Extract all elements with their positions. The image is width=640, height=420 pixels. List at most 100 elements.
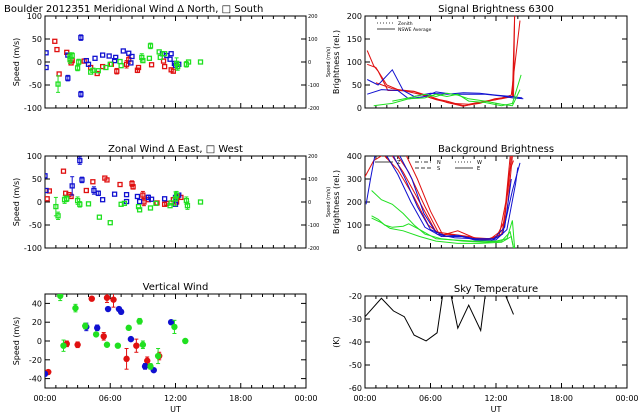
series-red-3 (397, 156, 512, 240)
data-point (92, 331, 100, 338)
data-point (76, 59, 82, 65)
data-point (120, 48, 126, 54)
data-point (64, 196, 70, 202)
data-point (182, 337, 189, 345)
data-point (118, 63, 124, 69)
y-tick-label: 300 (347, 175, 362, 184)
series-green-2 (392, 89, 521, 107)
y-tick-label: 150 (347, 35, 362, 44)
y-tick-label: -40 (29, 375, 42, 384)
data-point (110, 296, 117, 303)
y2-tick-label: 0 (308, 200, 311, 206)
series-line (365, 296, 514, 342)
data-point (95, 190, 101, 196)
data-point (53, 203, 59, 210)
data-point (90, 179, 96, 185)
data-point (148, 196, 155, 202)
series-blue-1 (365, 156, 376, 205)
data-point (100, 333, 107, 340)
data-point (161, 51, 168, 57)
series-blue-4 (399, 156, 512, 240)
data-point (171, 323, 178, 331)
data-point (140, 192, 146, 198)
y-axis-label: Speed (m/s) (12, 178, 21, 227)
y-tick-label: -60 (349, 384, 362, 393)
series-blue-2 (367, 89, 524, 100)
panel-background: Background Brightness 400 300 200 100 0 Bright… (332, 144, 628, 253)
plot-area (365, 156, 521, 248)
data-point (147, 205, 154, 211)
data-point (55, 81, 61, 87)
data-point (114, 342, 122, 349)
data-point (90, 67, 96, 73)
data-point (168, 51, 174, 57)
data-point (184, 203, 191, 209)
series-line (397, 156, 512, 240)
x-tick-label: 00:00 (294, 394, 317, 403)
data-point (45, 187, 49, 194)
data-point (147, 363, 154, 370)
data-point (133, 342, 140, 349)
series-line (373, 74, 522, 107)
y-axis-label: Speed (m/s) (12, 317, 21, 366)
y-tick-label: -30 (349, 315, 362, 324)
y-tick-label: -20 (349, 292, 362, 301)
plot-area (45, 156, 204, 226)
series-blue-3 (392, 156, 519, 241)
data-point (134, 193, 141, 200)
data-point (173, 192, 180, 198)
y2-tick-label: -100 (308, 83, 319, 89)
chart-title: Zonal Wind Δ East, □ West (108, 144, 243, 155)
plot-area (365, 296, 514, 342)
y-tick-label: 50 (352, 81, 362, 90)
y-tick-label: 200 (347, 198, 362, 207)
series-line (365, 156, 376, 205)
x-axis-label: UT (170, 405, 181, 414)
series-green (57, 294, 189, 370)
panel-zonal: Zonal Wind Δ East, □ West 100 50 0 -50 -100 Sp… (12, 144, 332, 253)
series-line (399, 156, 512, 240)
data-point (54, 46, 60, 53)
y-tick-label: 0 (37, 58, 42, 67)
data-point (167, 203, 173, 209)
data-point (106, 53, 112, 59)
data-point (107, 61, 113, 67)
y-tick-label: 40 (32, 299, 42, 308)
data-point (161, 196, 168, 202)
y-tick-label: 0 (37, 337, 42, 346)
series-line (367, 89, 524, 100)
data-point (114, 68, 120, 74)
data-point (91, 187, 97, 194)
data-point (185, 59, 192, 65)
y-axis-label: Brightness (rel.) (332, 30, 341, 94)
data-point (113, 54, 119, 61)
data-point (94, 324, 101, 332)
data-point (78, 91, 84, 97)
series-red-4 (406, 156, 514, 241)
series-green-3 (371, 217, 514, 248)
data-point (104, 305, 112, 313)
x-tick-label: 06:00 (99, 394, 122, 403)
data-point (45, 370, 49, 378)
y-tick-label: -40 (349, 338, 362, 347)
y-tick-label: -50 (29, 81, 42, 90)
data-point (139, 54, 145, 61)
panel-skytemp: Sky Temperature 00:00 06:00 12:00 18:00 00:00… (332, 284, 639, 414)
data-point (144, 357, 151, 364)
data-point (129, 180, 135, 187)
data-point (57, 294, 64, 300)
legend-label: N (437, 160, 441, 166)
data-point (117, 308, 125, 316)
series-red-2 (391, 156, 511, 241)
data-point (95, 68, 101, 74)
plot-area (366, 16, 524, 107)
y-tick-label: 400 (347, 152, 362, 161)
data-point (103, 294, 111, 301)
data-point (99, 197, 106, 203)
y2-axis-label: Speed (m/s) (326, 187, 332, 217)
data-point (157, 54, 163, 61)
data-point (136, 198, 143, 205)
y-tick-label: -50 (29, 221, 42, 230)
panel-meridional: Boulder 2012351 Meridional Wind Δ North,… (4, 4, 332, 113)
